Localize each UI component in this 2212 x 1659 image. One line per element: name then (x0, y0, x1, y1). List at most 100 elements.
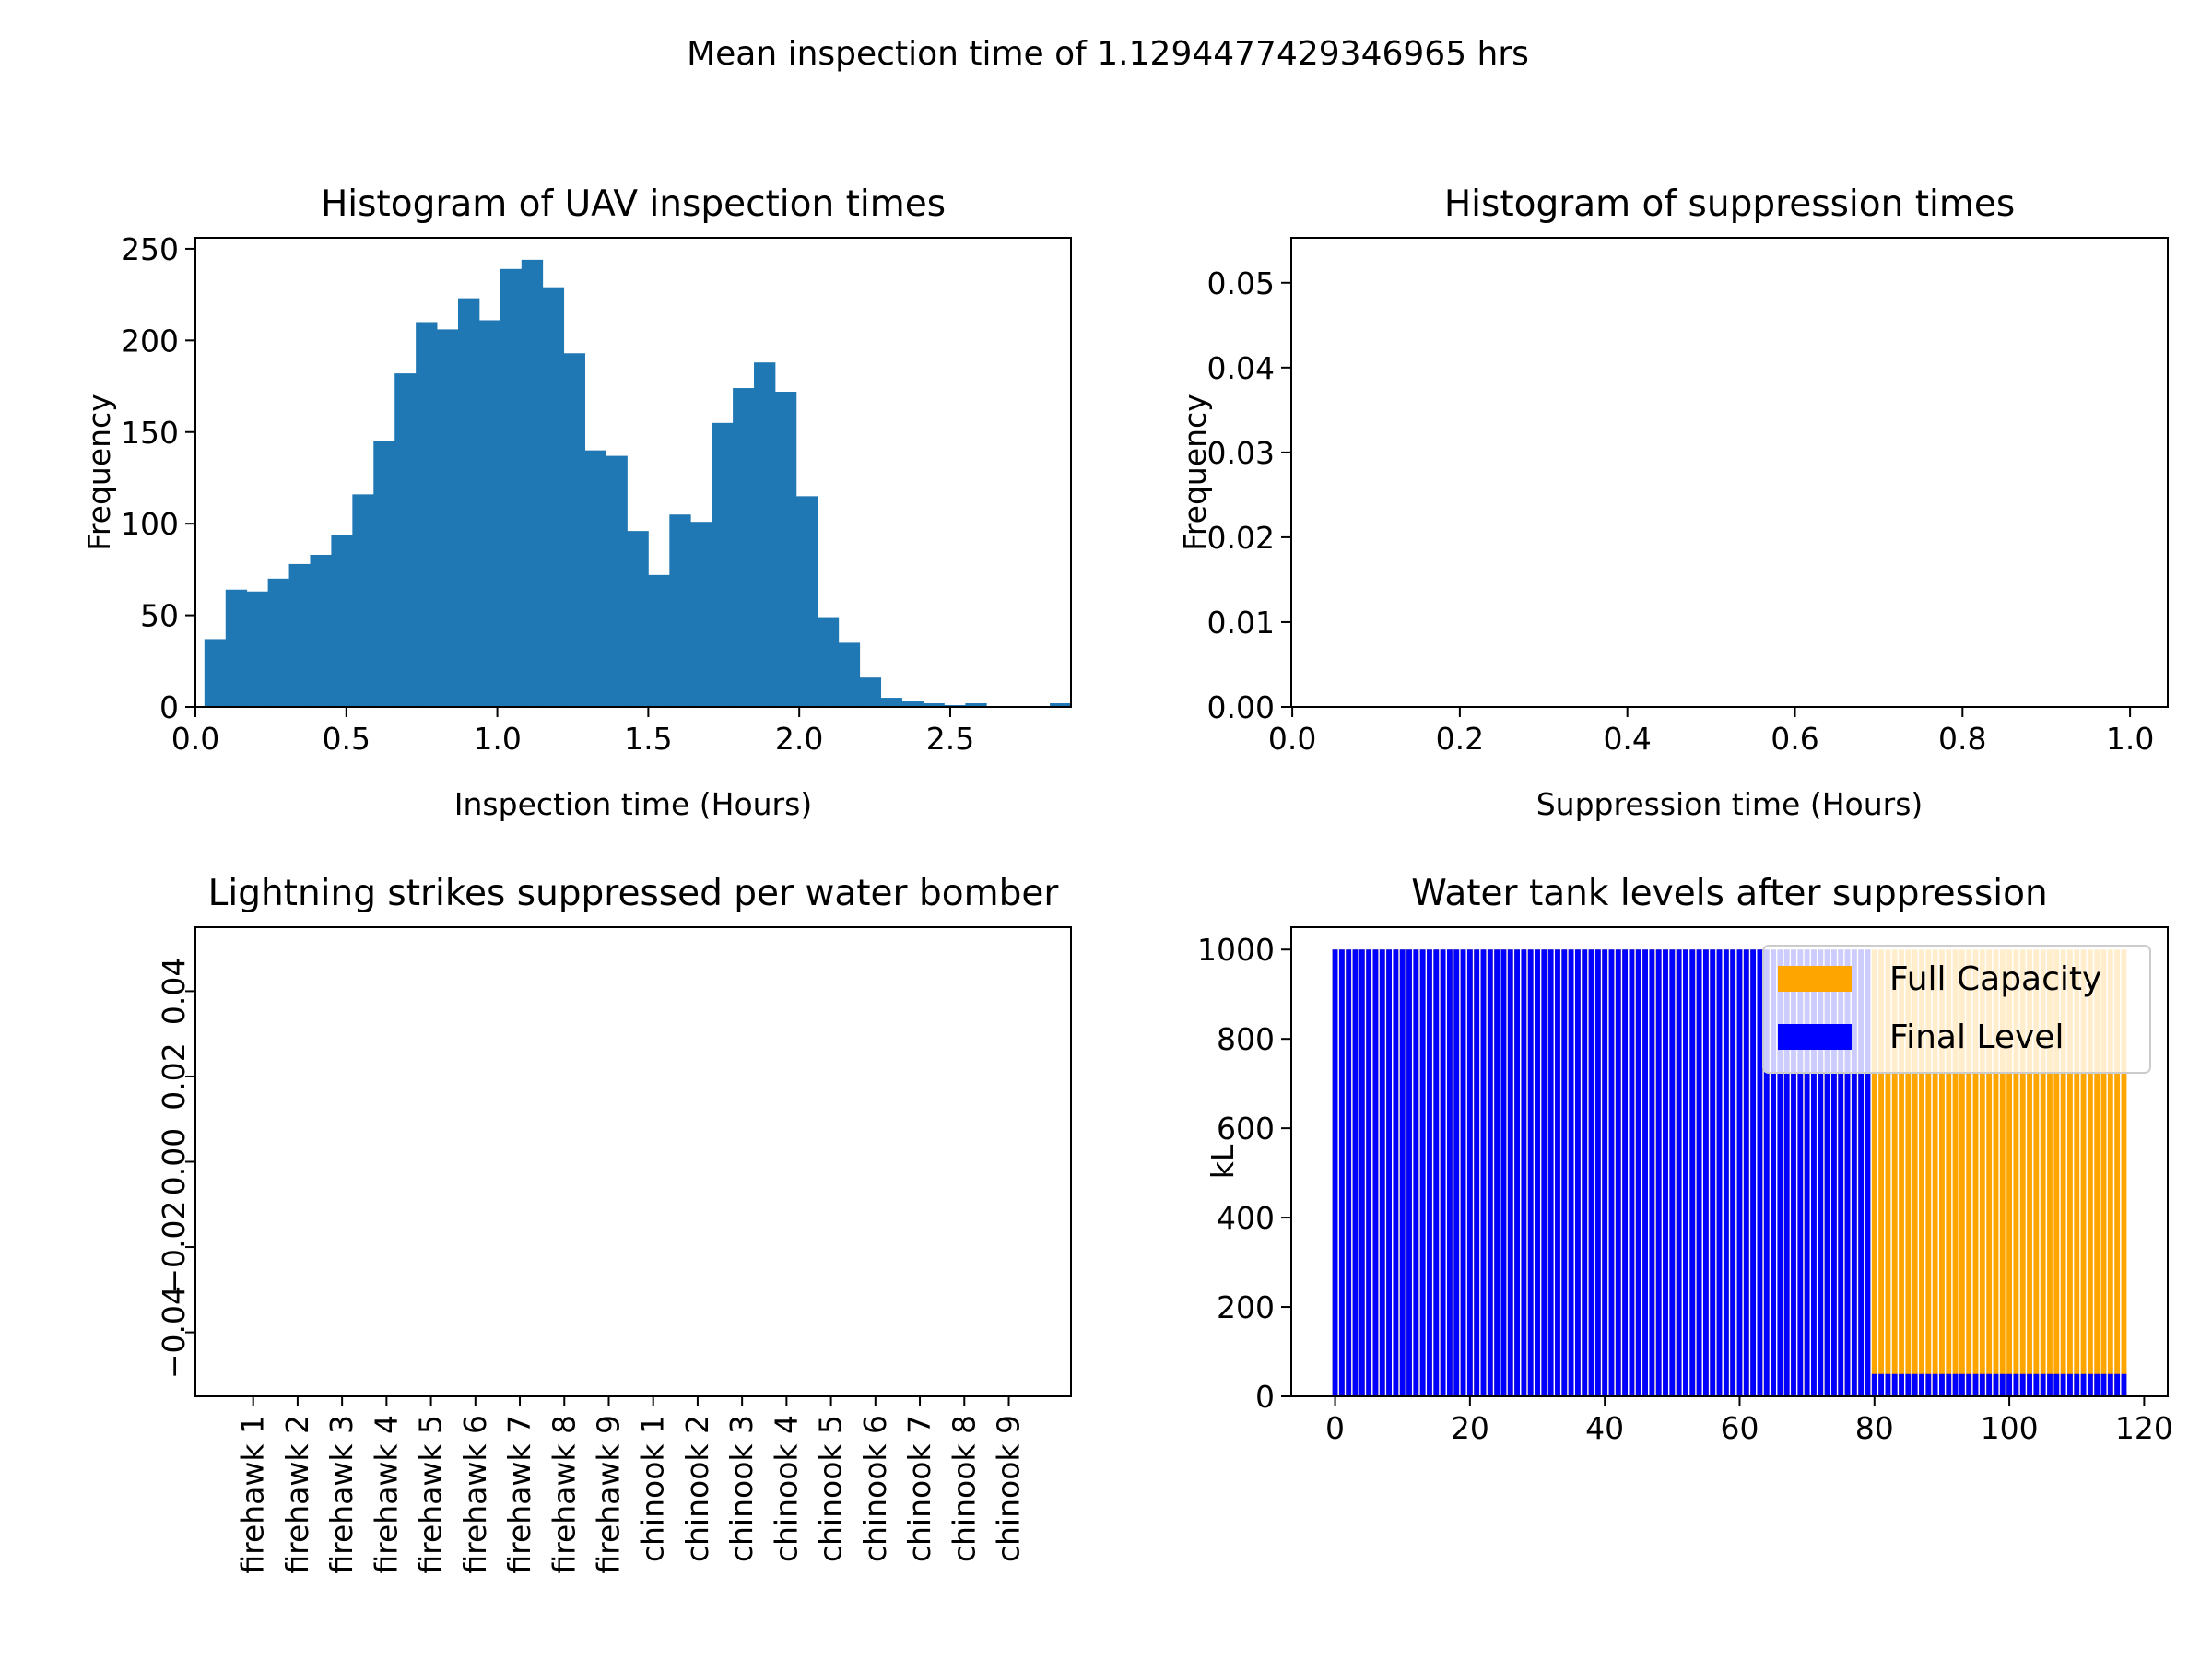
p4-s1-bar-87 (1919, 1373, 1924, 1396)
p4-s1-bar-40 (1602, 949, 1608, 1396)
p4-s1-bar-54 (1696, 949, 1702, 1396)
p1-xtick-label-2: 1.0 (473, 721, 521, 757)
p1-bar-24 (712, 422, 734, 707)
p4-s0-bar-98 (1993, 949, 1999, 1396)
p4-s0-bar-93 (1959, 949, 1965, 1396)
p1-bar-30 (838, 642, 861, 707)
p2-xtick-label-5: 1.0 (2106, 721, 2154, 757)
p4-s1-bar-73 (1824, 949, 1830, 1396)
p4-s1-bar-48 (1655, 949, 1662, 1396)
p4-s1-bar-18 (1453, 949, 1460, 1396)
p4-s1-bar-3 (1352, 949, 1359, 1396)
p4-s1-bar-32 (1547, 949, 1554, 1396)
p1-bar-40 (1050, 703, 1072, 707)
p1-bar-21 (648, 574, 670, 707)
p1-bar-13 (478, 320, 501, 707)
p1-bar-16 (542, 287, 565, 707)
p1-bar-25 (733, 388, 755, 707)
p4-s1-bar-5 (1366, 949, 1372, 1396)
p4-s0-bar-92 (1952, 949, 1959, 1396)
p4-s1-bar-90 (1939, 1373, 1945, 1396)
p1-bar-12 (458, 298, 480, 707)
p2-xtick-label-0: 0.0 (1268, 721, 1316, 757)
p4-s1-bar-104 (2033, 1373, 2040, 1396)
p4-s1-bar-76 (1844, 949, 1851, 1396)
p3-xtick-label-17: chinook 9 (990, 1415, 1026, 1562)
p4-s0-bar-110 (2074, 949, 2080, 1396)
p1-bar-1 (225, 589, 248, 707)
p1-bar-34 (923, 703, 945, 707)
p1-ytick-label-5: 250 (121, 231, 179, 267)
p1-bar-36 (965, 703, 987, 707)
p4-s1-bar-49 (1663, 949, 1668, 1396)
p3-ytick-label-3: 0.02 (156, 1042, 192, 1110)
p4-s1-bar-102 (2019, 1373, 2026, 1396)
p4-s1-bar-107 (2053, 1373, 2060, 1396)
p3-ytick-label-0: −0.04 (156, 1286, 192, 1379)
p3-xtick-label-16: chinook 8 (946, 1415, 982, 1562)
p1-bar-32 (880, 698, 902, 707)
p4-s0-bar-99 (1999, 949, 2006, 1396)
p2-ylabel: Frequency (1177, 394, 1213, 550)
p4-xtick-label-3: 60 (1720, 1410, 1759, 1446)
p1-ytick-label-0: 0 (159, 689, 179, 725)
p4-s0-bar-83 (1891, 949, 1898, 1396)
p4-s1-bar-117 (2121, 1373, 2127, 1396)
p4-s0-bar-80 (1871, 949, 1877, 1396)
p4-s1-bar-79 (1865, 949, 1871, 1396)
p4-s1-bar-77 (1851, 949, 1857, 1396)
p4-s1-bar-64 (1763, 949, 1770, 1396)
p4-s1-bar-58 (1723, 949, 1729, 1396)
p1-bar-6 (331, 535, 353, 707)
p4-s1-bar-112 (2087, 1373, 2093, 1396)
p4-s1-bar-62 (1750, 949, 1757, 1396)
p3-xtick-label-3: firehawk 4 (368, 1415, 404, 1574)
p4-s1-bar-55 (1702, 949, 1709, 1396)
p2-ytick-label-0: 0.00 (1207, 689, 1275, 725)
p4-s1-bar-51 (1676, 949, 1682, 1396)
p4-s1-bar-100 (2006, 1373, 2013, 1396)
p1-bar-33 (901, 701, 924, 707)
p4-s1-bar-92 (1952, 1373, 1959, 1396)
p4-s0-bar-82 (1885, 949, 1891, 1396)
p4-s1-bar-38 (1588, 949, 1594, 1396)
p1-bar-2 (246, 591, 269, 707)
p4-s1-bar-111 (2080, 1373, 2087, 1396)
p4-s1-bar-11 (1406, 949, 1412, 1396)
p4-legend-label-1: Final Level (1889, 1018, 2064, 1056)
p4-s0-bar-100 (2006, 949, 2013, 1396)
p4-s1-bar-70 (1804, 949, 1810, 1396)
p4-ytick-label-0: 0 (1255, 1379, 1275, 1415)
p1-ytick-label-4: 200 (121, 323, 179, 359)
p1-bar-31 (859, 677, 882, 707)
p1-bar-19 (606, 455, 628, 707)
p2-title: Histogram of suppression times (1444, 183, 2015, 225)
p4-s1-bar-30 (1535, 949, 1540, 1396)
p1-bar-4 (288, 563, 311, 707)
p4-legend-box (1762, 945, 2151, 1074)
p4-s1-bar-29 (1527, 949, 1534, 1396)
p3-xtick-label-1: firehawk 2 (279, 1415, 315, 1574)
p3-xtick-label-7: firehawk 8 (546, 1415, 582, 1574)
p4-s1-bar-10 (1399, 949, 1406, 1396)
p4-s1-bar-31 (1541, 949, 1547, 1396)
p2-xtick-label-3: 0.6 (1771, 721, 1818, 757)
p4-s1-bar-103 (2027, 1373, 2032, 1396)
p4-s1-bar-63 (1757, 949, 1763, 1396)
p1-xtick-label-1: 0.5 (323, 721, 371, 757)
p4-s1-bar-89 (1932, 1373, 1938, 1396)
p4-s1-bar-59 (1730, 949, 1736, 1396)
p4-ytick-label-1: 200 (1217, 1289, 1275, 1325)
p4-s0-bar-115 (2107, 949, 2113, 1396)
p4-s0-bar-90 (1939, 949, 1945, 1396)
p4-ytick-label-3: 600 (1217, 1111, 1275, 1147)
p2-xtick-label-2: 0.4 (1603, 721, 1651, 757)
axes-frame-2 (1290, 237, 2169, 708)
p4-s1-bar-60 (1736, 949, 1743, 1396)
p1-bar-7 (352, 494, 374, 707)
p4-s1-bar-74 (1830, 949, 1837, 1396)
p4-s1-bar-94 (1966, 1373, 1972, 1396)
p3-xtick-label-6: firehawk 7 (501, 1415, 537, 1574)
p4-s0-bar-89 (1932, 949, 1938, 1396)
p4-s1-bar-21 (1474, 949, 1480, 1396)
